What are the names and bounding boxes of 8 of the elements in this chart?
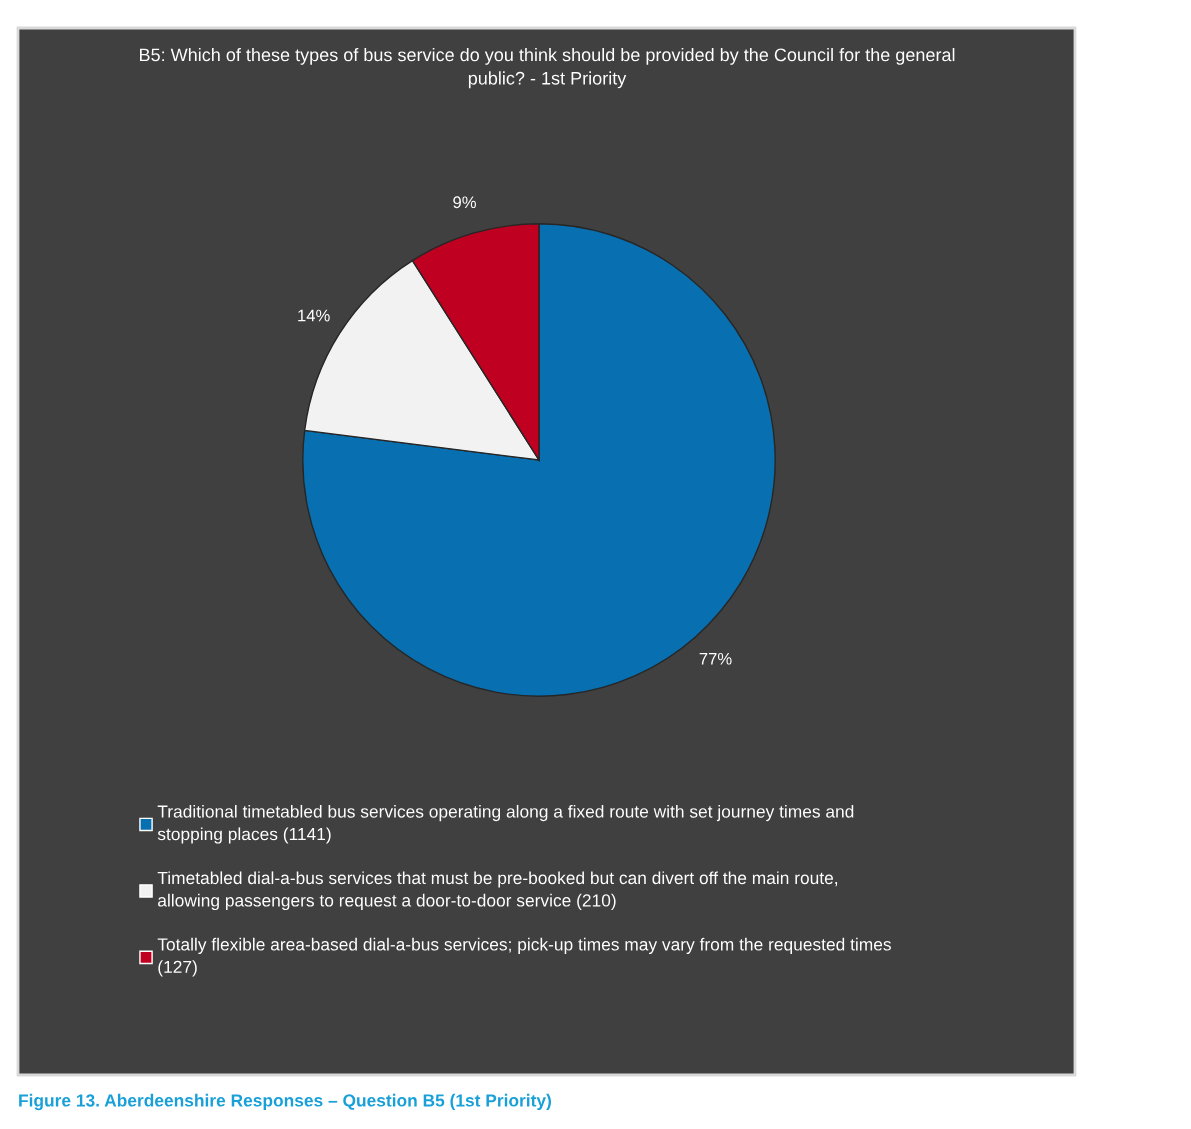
- chart-title: B5: Which of these types of bus service do you think should be provided by the Council for the general public? - 1st Priority: [140, 48, 955, 89]
- legend-label: Timetabled dial-a-bus services that must be pre-booked but can divert off the main route, allowing passengers to request a door-to-door service (210): [157, 871, 838, 911]
- data-label: 9%: [453, 196, 476, 209]
- legend-label: Traditional timetabled bus services operating along a fixed route with set journey times and stopping places (1141): [157, 804, 854, 844]
- legend-label: Totally flexible area-based dial-a-bus services; pick-up times may vary from the requested times (127): [157, 937, 891, 977]
- data-label: 77%: [699, 652, 732, 665]
- caption: Figure 13. Aberdeenshire Responses – Question B5 (1st Priority): [19, 1093, 551, 1111]
- data-label: 14%: [298, 309, 330, 322]
